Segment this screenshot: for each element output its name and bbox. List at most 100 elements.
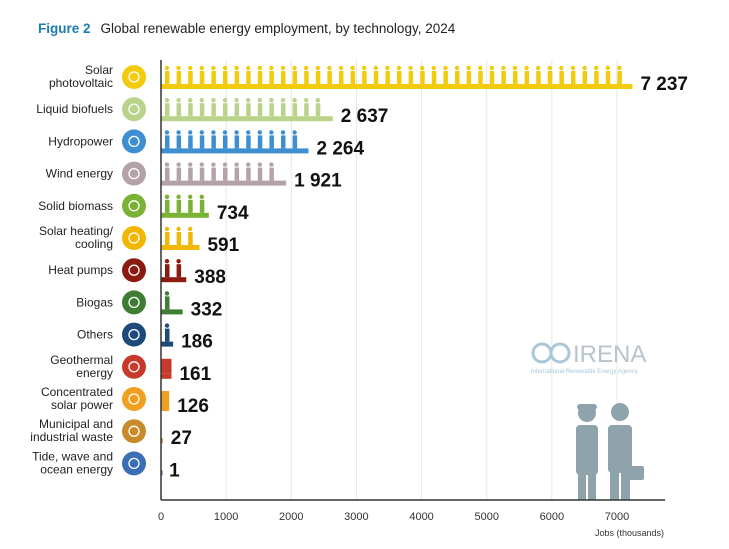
icon-glyph (128, 200, 140, 212)
person-icon (176, 135, 182, 149)
bar (161, 84, 633, 89)
figure-title-text: Global renewable energy employment, by t… (100, 21, 456, 36)
person-icon (455, 71, 460, 84)
category-label: Liquid biofuels (36, 102, 113, 116)
person-icon (234, 98, 239, 103)
value-label: 1 (169, 460, 180, 481)
icon-glyph (128, 425, 140, 437)
category-label: energy (76, 366, 113, 380)
category-label: Wind energy (46, 167, 113, 181)
x-tick-label: 6000 (540, 511, 564, 523)
person-icon (222, 130, 228, 135)
person-icon (188, 98, 193, 103)
person-icon (164, 130, 170, 135)
bar (161, 148, 309, 154)
bar (161, 438, 163, 444)
bar (161, 180, 287, 186)
person-icon (223, 135, 228, 149)
person-icon (269, 162, 274, 167)
person-icon (292, 135, 298, 149)
bar (161, 406, 170, 411)
person-icon (292, 103, 298, 117)
leaf-icon (122, 290, 146, 315)
person-icon (188, 71, 193, 84)
person-icon (339, 71, 344, 84)
person-icon (246, 103, 251, 117)
worker-leg (621, 470, 630, 500)
person-icon (176, 259, 181, 264)
person-icon (362, 65, 367, 71)
person-icon (165, 296, 170, 310)
worker-leg (588, 470, 596, 500)
sun-icon (122, 387, 146, 411)
person-icon (420, 65, 425, 71)
person-icon (164, 65, 170, 71)
person-icon (350, 65, 355, 71)
person-icon (501, 71, 506, 84)
worker-leg (610, 470, 619, 500)
person-icon (617, 71, 622, 84)
person-icon (292, 98, 297, 103)
person-icon (396, 65, 402, 71)
bar-row: Solid biomass 734 (38, 193, 249, 224)
person-icon (524, 71, 530, 84)
category-label: Solid biomass (38, 199, 113, 213)
person-icon (164, 162, 170, 167)
person-icon (443, 71, 448, 84)
workers-illustration (576, 403, 644, 500)
person-icon (257, 130, 262, 135)
person-icon (165, 232, 170, 245)
logo-globe-icon (549, 342, 571, 364)
bar-row: Wind energy 1 921 (46, 161, 342, 192)
bar-row: Hydropower 2 264 (48, 129, 364, 159)
person-icon (257, 71, 263, 84)
person-icon (188, 167, 193, 181)
value-label: 332 (191, 299, 223, 320)
icon-glyph (128, 103, 140, 115)
category-label: industrial waste (30, 430, 113, 444)
volcano-icon (122, 354, 146, 379)
person-icon (165, 167, 170, 181)
bar (161, 277, 187, 283)
person-icon (161, 358, 172, 374)
person-icon (281, 135, 286, 149)
person-icon (199, 194, 204, 199)
person-icon (211, 167, 216, 181)
person-icon (338, 65, 344, 71)
category-label: Solar (85, 63, 113, 77)
icon-glyph (128, 135, 140, 148)
icon-glyph (128, 232, 140, 244)
person-icon (431, 71, 437, 84)
person-icon (176, 162, 181, 167)
category-label: Hydropower (48, 134, 113, 148)
person-icon (304, 65, 309, 71)
person-icon (547, 65, 552, 71)
person-icon (315, 65, 320, 71)
person-icon (165, 199, 170, 213)
person-icon (466, 65, 471, 71)
person-icon (164, 98, 170, 103)
person-icon (211, 162, 216, 167)
person-icon (176, 167, 182, 181)
person-icon (234, 103, 240, 117)
value-label: 7 237 (640, 74, 688, 95)
person-icon (223, 71, 228, 84)
person-icon (501, 65, 506, 71)
person-icon (211, 130, 216, 135)
person-icon (304, 71, 309, 84)
category-label: Others (77, 328, 113, 342)
value-label: 1 921 (294, 171, 342, 192)
logo-text: IRENA (573, 341, 646, 368)
icon-glyph (128, 457, 140, 470)
logo-globe-icon (531, 342, 553, 364)
person-icon (292, 65, 297, 71)
person-icon (315, 98, 320, 103)
category-label: Tide, wave and (32, 449, 113, 463)
category-label: photovoltaic (49, 76, 113, 90)
person-icon (280, 130, 286, 135)
person-icon (165, 71, 170, 84)
person-icon (385, 65, 390, 71)
person-icon (176, 130, 181, 135)
person-icon (199, 71, 205, 84)
